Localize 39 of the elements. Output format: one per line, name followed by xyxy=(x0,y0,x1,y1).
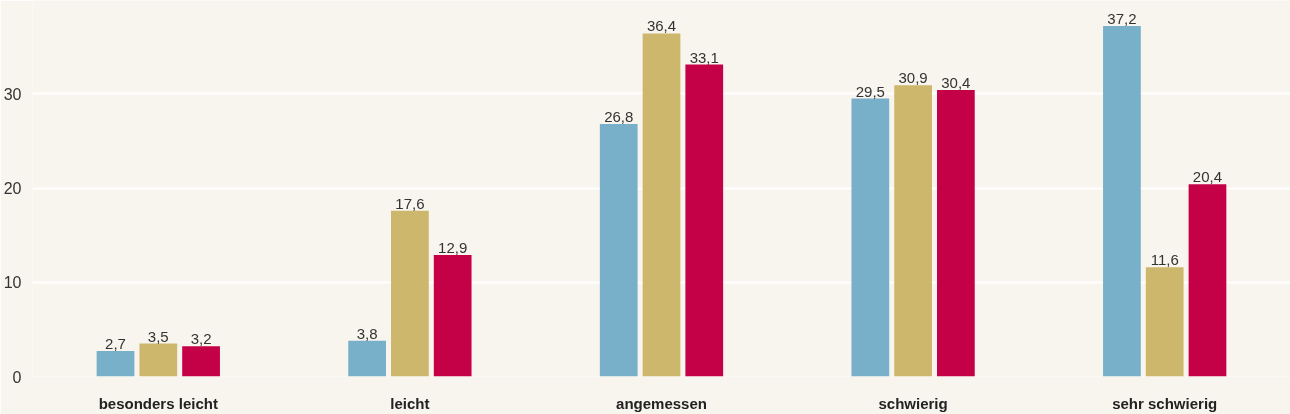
bar xyxy=(894,85,932,377)
data-label: 26,8 xyxy=(604,107,634,125)
bar xyxy=(937,90,975,377)
data-label: 37,2 xyxy=(1107,9,1137,27)
bar xyxy=(851,98,890,377)
bar xyxy=(1145,267,1184,377)
bar xyxy=(1103,25,1141,377)
data-label: 20,4 xyxy=(1192,168,1223,186)
y-tick-label: 0 xyxy=(12,368,22,386)
y-tick-label: 30 xyxy=(3,85,22,103)
data-label: 30,9 xyxy=(898,69,928,87)
bar xyxy=(685,64,724,377)
bar xyxy=(182,346,220,377)
x-tick-label: sehr schwierig xyxy=(1112,394,1218,412)
data-label: 11,6 xyxy=(1150,251,1179,269)
bar xyxy=(1188,184,1227,377)
bar xyxy=(139,343,178,377)
bar xyxy=(599,123,638,377)
data-label: 36,4 xyxy=(646,17,677,35)
data-label: 29,5 xyxy=(855,82,885,100)
data-label: 2,7 xyxy=(105,335,126,353)
data-label: 12,9 xyxy=(438,238,468,256)
x-tick-label: schwierig xyxy=(878,394,948,412)
data-label: 3,8 xyxy=(356,324,378,342)
data-label: 17,6 xyxy=(395,194,425,212)
bar xyxy=(433,254,472,377)
y-tick-label: 20 xyxy=(3,180,22,198)
bar xyxy=(96,351,135,377)
x-tick-label: leicht xyxy=(390,394,430,412)
bar xyxy=(348,340,386,377)
bar xyxy=(391,210,429,377)
data-label: 3,2 xyxy=(190,330,212,348)
x-tick-label: besonders leicht xyxy=(98,394,218,412)
data-label: 3,5 xyxy=(147,327,169,345)
y-tick-label: 10 xyxy=(3,274,22,292)
x-tick-label: angemessen xyxy=(616,394,707,412)
bar xyxy=(642,33,681,377)
data-label: 33,1 xyxy=(689,48,719,66)
data-label: 30,4 xyxy=(941,74,971,92)
